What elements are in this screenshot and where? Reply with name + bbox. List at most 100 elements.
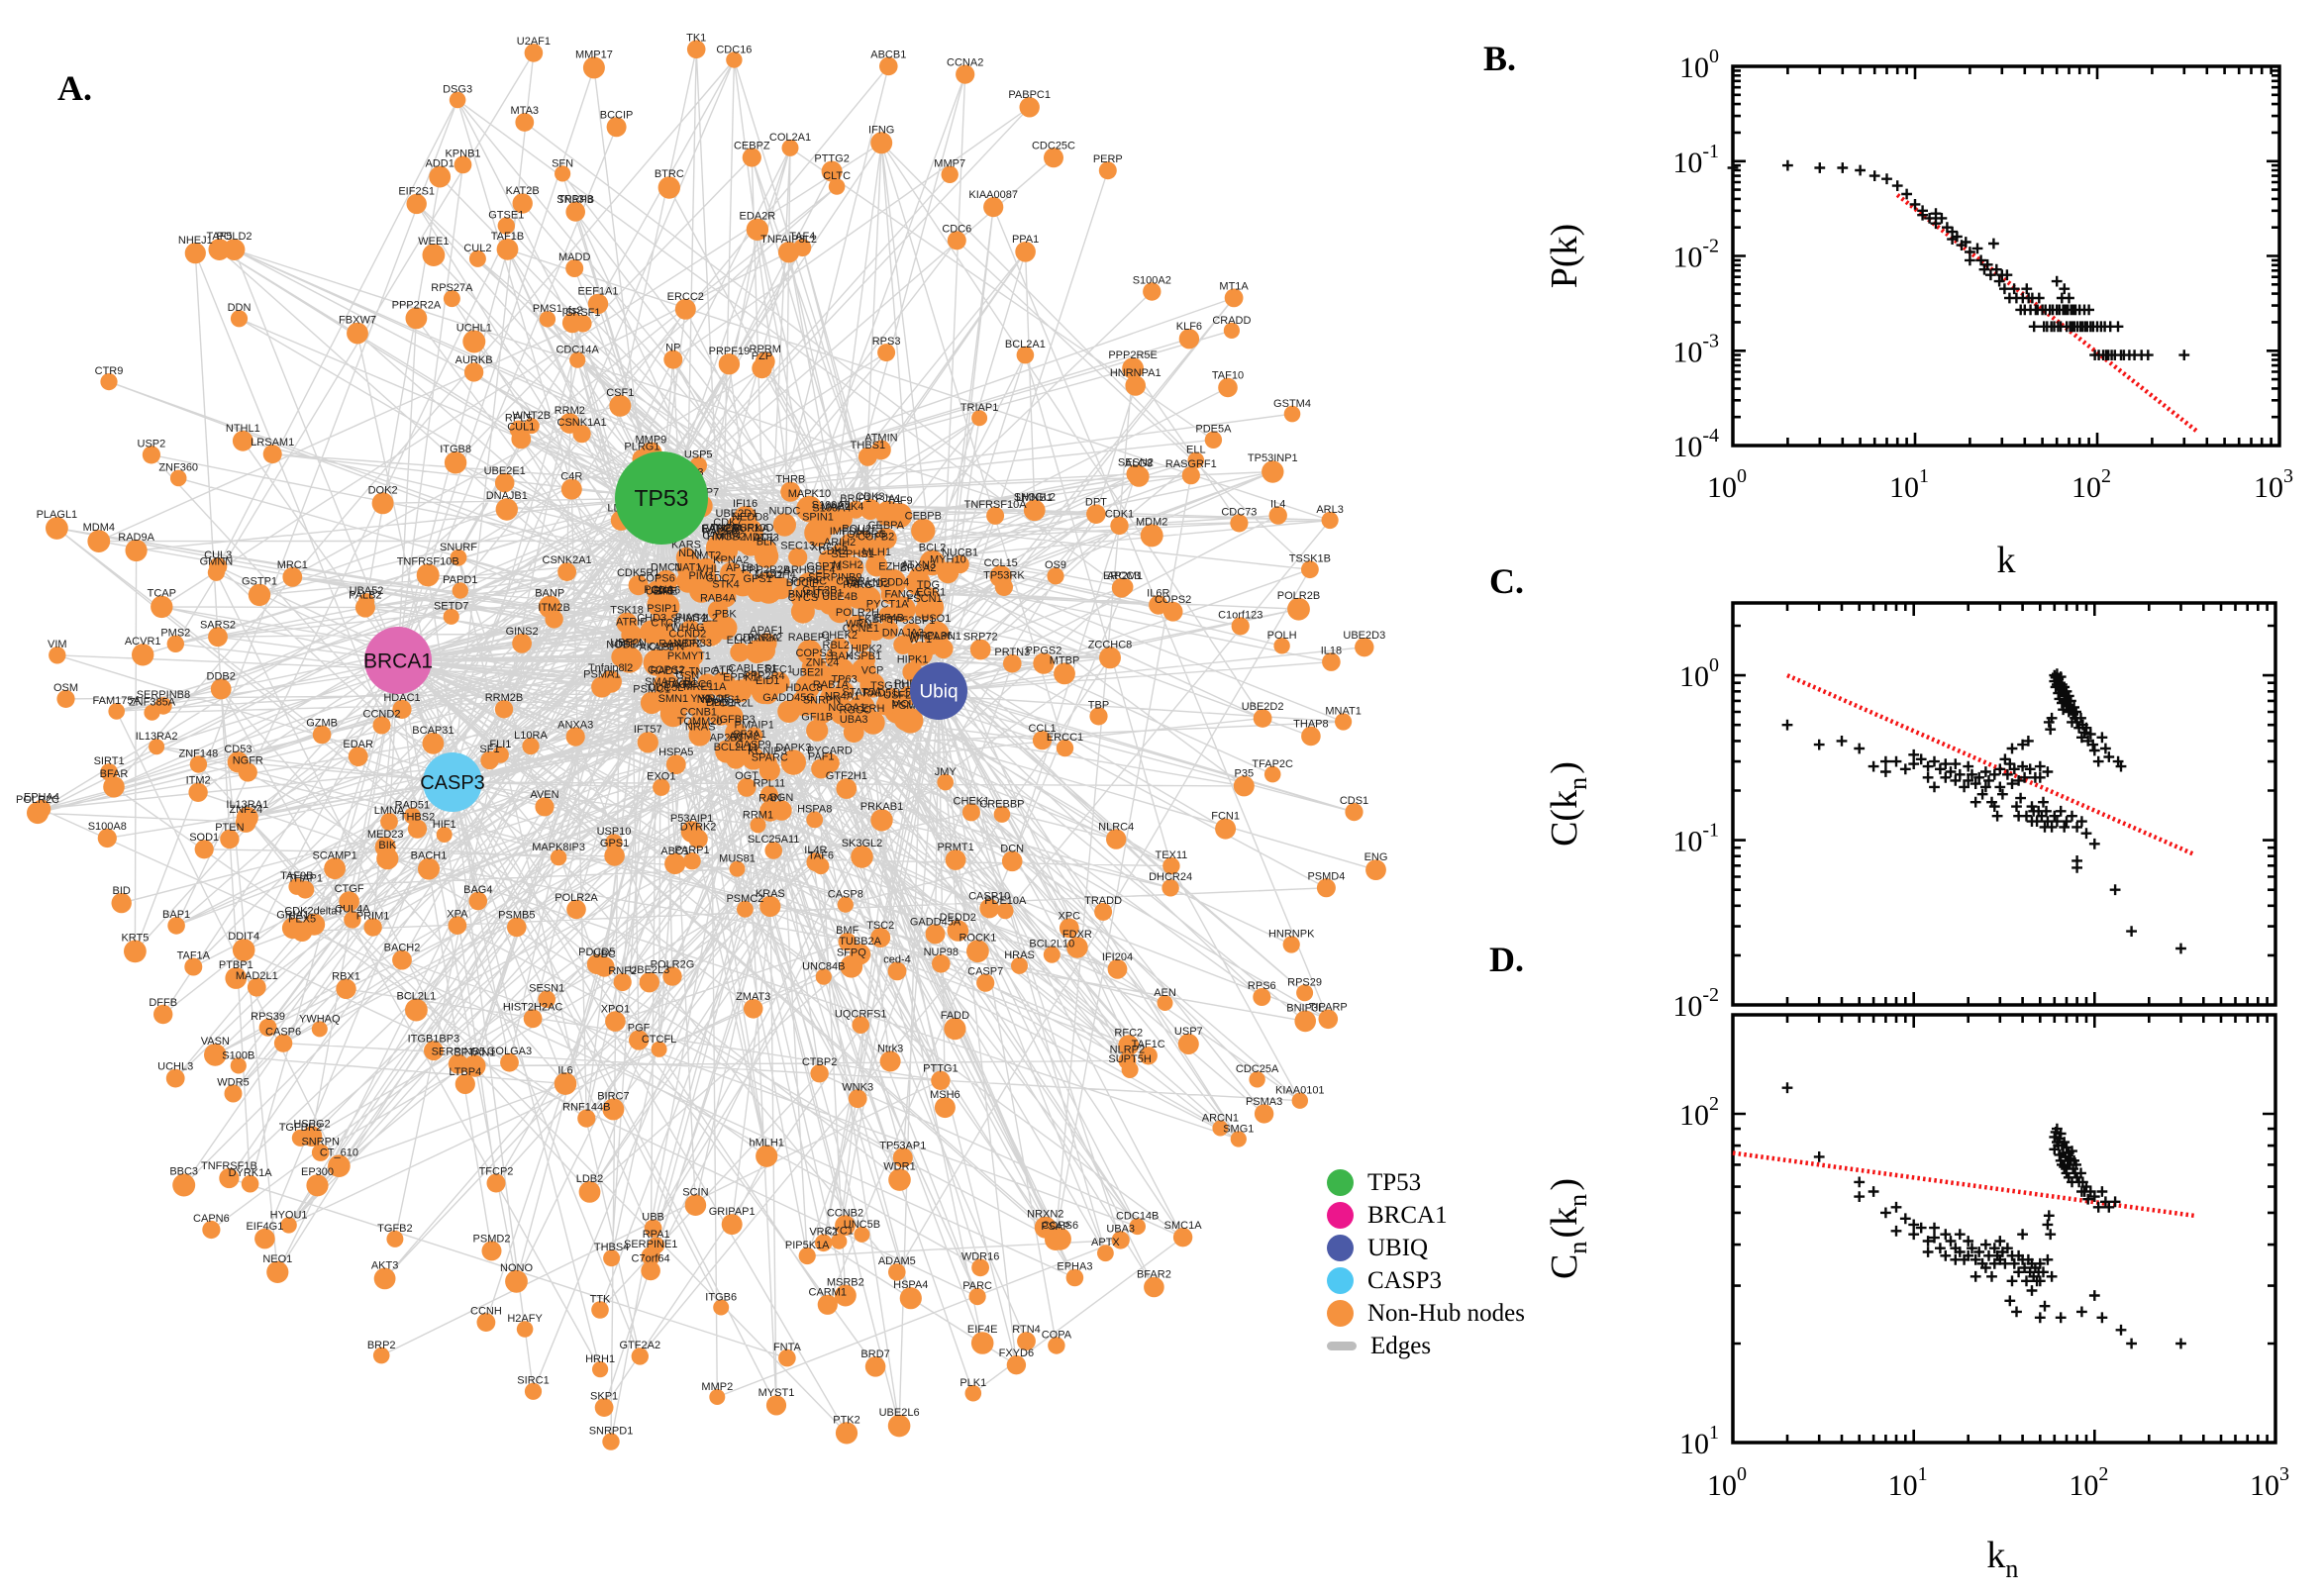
svg-text:103: 103 xyxy=(2254,465,2293,504)
network-node-label: SERPINE1 xyxy=(624,1239,677,1250)
network-node-label: KRAS xyxy=(756,888,785,900)
network-node-label: LDB2 xyxy=(576,1173,604,1185)
network-node xyxy=(224,1084,243,1103)
network-node-label: TP53INP1 xyxy=(1248,452,1298,464)
network-node xyxy=(444,451,467,474)
network-node-label: OSM xyxy=(53,682,78,694)
network-node xyxy=(696,557,717,579)
network-node xyxy=(404,807,421,825)
network-node-label: DYRK2 xyxy=(680,822,717,834)
network-node-label: ITGB6 xyxy=(705,1291,737,1303)
network-node xyxy=(989,565,1012,588)
hub-node-ubiq xyxy=(910,662,967,720)
network-node xyxy=(204,1044,227,1066)
network-node-label: PTBP1 xyxy=(219,959,253,971)
network-node-label: FCN1 xyxy=(1211,811,1240,823)
network-node xyxy=(1111,577,1132,598)
network-node xyxy=(925,924,946,945)
network-node-label: PPA1 xyxy=(1012,234,1039,246)
svg-text:10-1: 10-1 xyxy=(1672,820,1719,858)
network-node xyxy=(838,933,857,951)
network-node-label: COPS2 xyxy=(1155,594,1191,606)
network-node xyxy=(971,410,988,427)
svg-text:101: 101 xyxy=(1889,465,1929,504)
network-node xyxy=(454,1073,475,1094)
network-node xyxy=(830,638,850,657)
network-node-label: IL2 xyxy=(703,613,718,625)
network-node xyxy=(225,967,248,989)
network-node-label: RAB1A xyxy=(813,679,850,691)
network-node-label: PBK xyxy=(715,609,738,621)
network-node xyxy=(631,1347,649,1365)
network-node-label: PEX5 xyxy=(288,913,316,925)
network-node xyxy=(986,506,1005,525)
network-node-label: CHEK2 xyxy=(821,630,858,642)
svg-text:102: 102 xyxy=(1679,1093,1719,1132)
network-node xyxy=(372,1347,390,1364)
network-node-label: CTCFL xyxy=(642,1034,676,1046)
network-node xyxy=(291,1129,309,1147)
network-node-label: EXO1 xyxy=(647,771,675,783)
x-axis-label: k xyxy=(1997,540,2016,581)
network-node xyxy=(476,1313,496,1332)
network-node xyxy=(716,524,739,547)
network-node-label: SF1 xyxy=(479,744,499,755)
network-node-label: FBXW7 xyxy=(339,315,376,327)
network-node xyxy=(755,351,775,372)
network-node-label: PRIM1 xyxy=(356,910,390,922)
network-node-label: PSMC2 xyxy=(726,893,763,905)
network-node-label: EP300 xyxy=(301,1166,334,1178)
network-node xyxy=(788,548,808,567)
network-node-label: PIM1 xyxy=(688,570,714,582)
network-node-label: UBE2D3 xyxy=(1343,630,1385,642)
network-node-label: NUP98 xyxy=(924,947,959,958)
network-node xyxy=(759,800,781,822)
network-node-label: CDK2 xyxy=(819,546,848,557)
network-node-label: RRM2 xyxy=(555,405,585,417)
network-node-label: UBA52 xyxy=(350,585,384,597)
network-node xyxy=(604,846,625,866)
network-node-label: OS9 xyxy=(1045,559,1066,571)
network-node xyxy=(555,165,571,182)
network-node xyxy=(374,837,396,858)
network-node-label: MAPK8IP3 xyxy=(532,842,585,853)
network-node-label: XPO5 xyxy=(701,693,730,705)
network-node-label: TSC2 xyxy=(866,920,894,932)
network-node xyxy=(1262,460,1284,483)
network-node xyxy=(887,961,907,981)
network-node-label: PPP2R5E xyxy=(1108,349,1158,361)
network-node xyxy=(720,561,743,585)
network-node-label: ERCC3 xyxy=(1103,570,1140,582)
network-node-label: USO1 xyxy=(921,613,951,625)
network-node-label: RBX1 xyxy=(332,971,360,983)
network-node-label: NEO1 xyxy=(262,1253,292,1265)
network-node xyxy=(710,580,732,603)
network-node-label: BFAR2 xyxy=(1137,1269,1171,1281)
network-node-label: PYCT1A xyxy=(866,599,909,611)
network-node xyxy=(796,495,823,523)
network-node-label: SNRPD1 xyxy=(589,1425,634,1437)
network-node-label: ENG xyxy=(1364,851,1388,863)
network-node xyxy=(832,509,853,530)
network-node-label: SNURF xyxy=(440,542,477,553)
network-node-label: ZNF385A xyxy=(129,697,176,709)
network-node-label: MSRB2 xyxy=(827,1277,864,1289)
network-node-label: RANBP2 xyxy=(658,638,702,649)
network-node xyxy=(554,1072,577,1095)
network-node-label: CDC7 xyxy=(706,573,736,585)
network-node-label: BMF xyxy=(836,925,859,937)
network-node xyxy=(324,857,346,880)
network-node-label: RPL5 xyxy=(505,413,533,425)
network-node-label: SPIN1 xyxy=(802,511,834,523)
network-node-label: CDK7 xyxy=(713,517,742,529)
network-node-label: USP5 xyxy=(684,449,713,460)
network-node-label: AKT3 xyxy=(371,1260,399,1272)
network-node xyxy=(347,322,368,345)
network-node-label: DDN xyxy=(228,302,252,314)
network-node-label: SMG1 xyxy=(1223,1123,1254,1135)
network-node-label: UBE2E1 xyxy=(484,465,526,477)
network-node-label: STK4 xyxy=(712,578,740,590)
network-node-label: RAN xyxy=(758,792,781,804)
network-node-label: CLSPN xyxy=(649,641,685,652)
network-node-label: TTK xyxy=(590,1293,611,1305)
